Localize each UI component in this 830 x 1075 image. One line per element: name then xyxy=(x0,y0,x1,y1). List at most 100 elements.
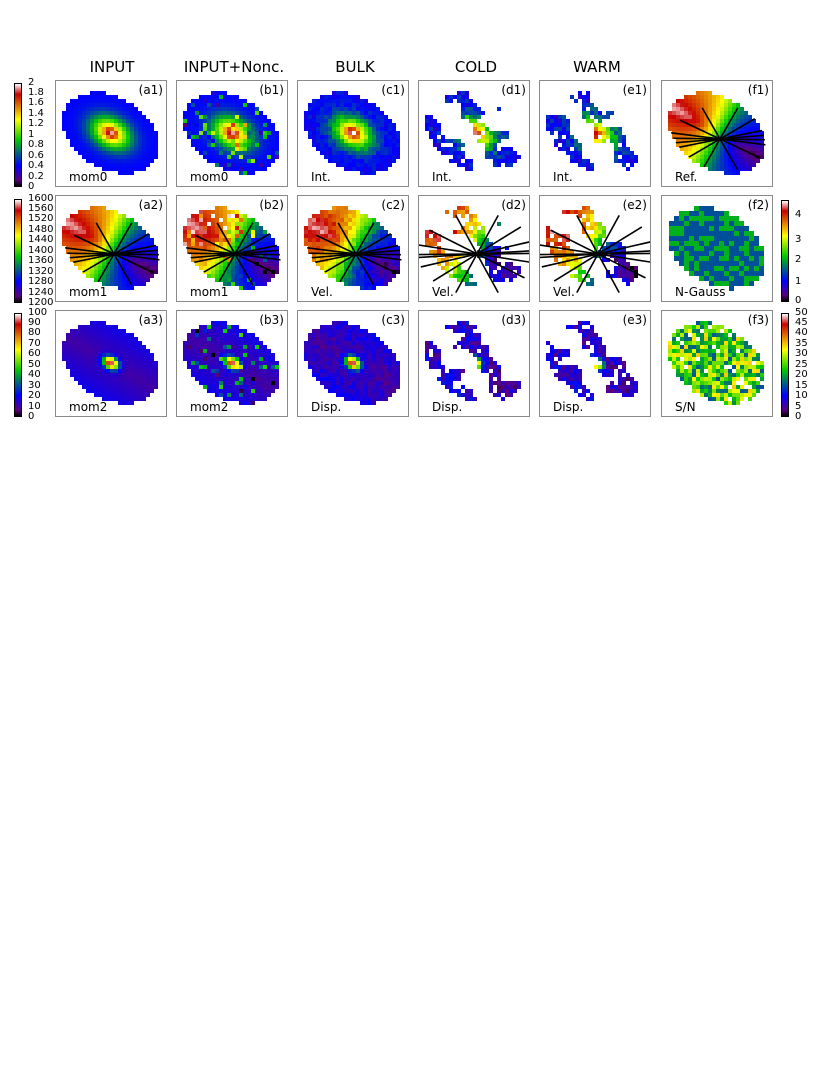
map-cell xyxy=(130,266,134,270)
map-cell xyxy=(336,258,340,262)
map-cell xyxy=(255,397,259,401)
map-cell xyxy=(509,393,513,397)
map-cell xyxy=(328,131,332,135)
map-cell xyxy=(66,119,70,123)
map-cell xyxy=(719,251,724,256)
map-cell xyxy=(134,361,138,365)
map-cell xyxy=(336,230,340,234)
map-cell xyxy=(316,222,320,226)
map-cell xyxy=(672,111,676,115)
map-cell xyxy=(231,111,235,115)
map-cell xyxy=(352,337,356,341)
map-cell xyxy=(372,163,376,167)
map-cell xyxy=(203,222,207,226)
map-cell xyxy=(340,373,344,377)
colorbar-tick: 1280 xyxy=(28,276,54,287)
map-cell xyxy=(684,246,689,251)
map-cell xyxy=(614,159,618,163)
map-cell xyxy=(183,345,187,349)
map-cell xyxy=(82,325,86,329)
map-cell xyxy=(694,206,699,211)
map-cell xyxy=(699,231,704,236)
map-cell xyxy=(138,143,142,147)
map-cell xyxy=(618,254,622,258)
map-cell xyxy=(324,373,328,377)
map-cell xyxy=(356,234,360,238)
map-cell xyxy=(618,369,622,373)
map-cell xyxy=(724,251,729,256)
map-cell xyxy=(219,222,223,226)
map-cell xyxy=(235,234,239,238)
map-cell xyxy=(126,111,130,115)
map-cell xyxy=(352,214,356,218)
map-cell xyxy=(114,99,118,103)
map-cell xyxy=(86,353,90,357)
map-cell xyxy=(134,373,138,377)
map-cell xyxy=(304,357,308,361)
map-cell xyxy=(227,329,231,333)
map-cell xyxy=(219,361,223,365)
map-cell xyxy=(684,123,688,127)
map-cell xyxy=(352,349,356,353)
map-cell xyxy=(74,214,78,218)
map-cell xyxy=(191,361,195,365)
map-cell xyxy=(724,221,729,226)
map-cell xyxy=(328,361,332,365)
panel-a3: (a3) mom2 xyxy=(55,310,167,417)
colorbar-tick: 20 xyxy=(28,390,41,401)
map-cell xyxy=(582,111,586,115)
map-cell xyxy=(207,107,211,111)
map-cell xyxy=(328,230,332,234)
map-cell xyxy=(150,238,154,242)
map-cell xyxy=(344,214,348,218)
map-cell xyxy=(118,214,122,218)
map-cell xyxy=(380,389,384,393)
map-cell xyxy=(610,135,614,139)
map-cell xyxy=(336,341,340,345)
map-cell xyxy=(602,357,606,361)
map-cell xyxy=(191,115,195,119)
map-cell xyxy=(118,246,122,250)
map-cell xyxy=(348,282,352,286)
map-cell xyxy=(469,167,473,171)
map-cell xyxy=(356,210,360,214)
map-cell xyxy=(505,246,509,250)
map-cell xyxy=(102,365,106,369)
map-cell xyxy=(493,250,497,254)
map-cell xyxy=(570,143,574,147)
map-cell xyxy=(376,278,380,282)
map-cell xyxy=(348,214,352,218)
map-cell xyxy=(724,226,729,231)
map-cell xyxy=(614,274,618,278)
map-cell xyxy=(372,147,376,151)
map-cell xyxy=(618,274,622,278)
map-cell xyxy=(187,365,191,369)
map-cell xyxy=(259,230,263,234)
map-cell xyxy=(684,107,688,111)
map-cell xyxy=(259,155,263,159)
map-cell xyxy=(94,365,98,369)
map-cell xyxy=(243,115,247,119)
map-cell xyxy=(709,231,714,236)
map-cell xyxy=(154,246,158,250)
map-cell xyxy=(191,143,195,147)
map-cell xyxy=(70,373,74,377)
map-cell xyxy=(364,349,368,353)
map-cell xyxy=(352,163,356,167)
map-cell xyxy=(712,103,716,107)
map-cell xyxy=(243,107,247,111)
map-cell xyxy=(130,155,134,159)
map-cell xyxy=(336,127,340,131)
map-cell xyxy=(336,99,340,103)
map-cell xyxy=(122,147,126,151)
map-cell xyxy=(70,353,74,357)
map-cell xyxy=(118,397,122,401)
map-cell xyxy=(134,353,138,357)
map-cell xyxy=(602,139,606,143)
map-cell xyxy=(86,246,90,250)
map-cell xyxy=(203,353,207,357)
map-cell xyxy=(485,345,489,349)
map-cell xyxy=(320,337,324,341)
map-cell xyxy=(150,159,154,163)
map-cell xyxy=(211,95,215,99)
